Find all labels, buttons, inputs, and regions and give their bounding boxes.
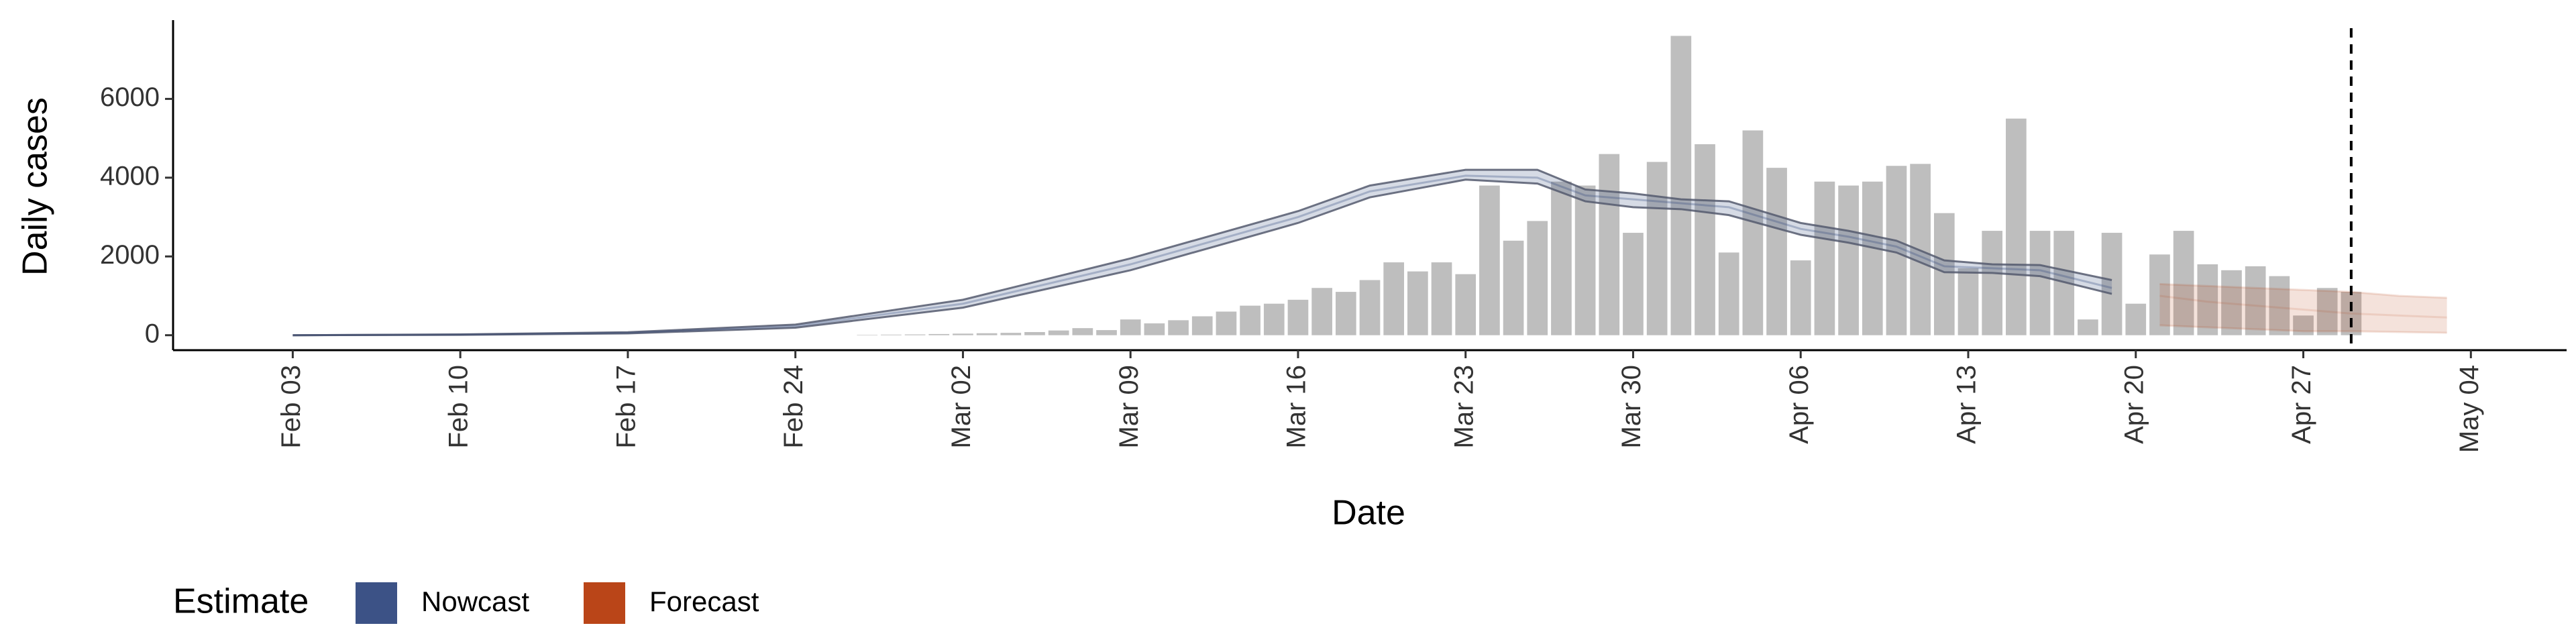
x-tick-label: May 04 <box>2455 365 2484 453</box>
bar <box>2125 303 2147 335</box>
x-tick-label: Apr 27 <box>2287 365 2316 444</box>
bar <box>2029 231 2051 335</box>
bar <box>2341 292 2362 335</box>
bar <box>1814 181 1835 335</box>
x-tick-label: Mar 30 <box>1617 365 1646 449</box>
band-edge <box>2159 324 2447 334</box>
legend-swatch <box>584 582 625 624</box>
x-tick-label: Feb 10 <box>444 365 474 449</box>
x-axis-title: Date <box>1332 494 1405 533</box>
bar <box>2269 276 2290 335</box>
band <box>2159 284 2447 333</box>
bar <box>976 333 998 335</box>
bar <box>1718 252 1739 335</box>
y-tick-label: 0 <box>145 319 160 348</box>
bar <box>1527 221 1548 335</box>
bar <box>2221 270 2242 335</box>
bar <box>1623 233 1644 335</box>
bar <box>1838 185 1859 335</box>
bar <box>1766 168 1787 335</box>
bar <box>1646 162 1668 335</box>
bar <box>2316 288 2338 335</box>
bar <box>1311 288 1332 335</box>
x-tick-label: Mar 02 <box>947 365 976 449</box>
y-tick-label: 2000 <box>100 240 160 270</box>
bar <box>1742 130 1764 335</box>
band-edge <box>292 168 2112 337</box>
bar <box>1957 268 1979 335</box>
bar <box>2078 319 2098 335</box>
bar <box>1144 323 1165 335</box>
bar <box>928 333 950 335</box>
bar <box>1383 262 1405 335</box>
x-tick-label: Apr 13 <box>1952 365 1982 444</box>
bar <box>1574 185 1596 335</box>
y-axis-title: Daily cases <box>16 97 55 276</box>
bar <box>1216 311 1237 335</box>
x-tick-label: Mar 09 <box>1114 365 1144 449</box>
bar <box>2006 118 2027 335</box>
bar <box>1670 36 1692 335</box>
bar <box>1120 319 1141 335</box>
bar <box>2173 231 2194 335</box>
bar <box>1024 331 1045 335</box>
bar <box>2293 315 2314 335</box>
bar <box>1287 299 1309 335</box>
bar <box>1263 303 1285 335</box>
bar <box>1407 271 1428 335</box>
bar <box>1862 181 1883 335</box>
bar <box>2149 254 2170 335</box>
bar <box>1048 330 1069 335</box>
x-tick-label: Apr 06 <box>1784 365 1814 444</box>
x-tick-label: Feb 24 <box>779 365 808 449</box>
bar <box>1240 305 1260 335</box>
bar <box>1168 320 1189 335</box>
bar <box>1479 185 1500 335</box>
legend-label: Forecast <box>649 586 759 617</box>
band-edge <box>292 178 2112 337</box>
bar <box>1096 330 1117 335</box>
bar <box>1695 144 1715 335</box>
x-tick-label: Feb 03 <box>276 365 306 449</box>
bar <box>1359 280 1381 335</box>
bar <box>2245 266 2266 335</box>
legend-swatch <box>356 582 397 624</box>
bar <box>1599 154 1620 335</box>
bar <box>1191 316 1213 335</box>
x-tick-label: Feb 17 <box>611 365 641 449</box>
bar <box>1072 328 1093 335</box>
bar <box>1933 213 1955 335</box>
y-tick-label: 4000 <box>100 161 160 191</box>
band-edge <box>2159 282 2447 299</box>
x-tick-label: Mar 23 <box>1449 365 1479 449</box>
legend-label: Nowcast <box>421 586 529 617</box>
y-tick-label: 6000 <box>100 83 160 112</box>
bar <box>1790 260 1811 335</box>
median-line <box>292 174 2112 337</box>
bar <box>1000 333 1022 335</box>
bar <box>953 333 973 335</box>
bar <box>1335 292 1356 335</box>
bar <box>1503 240 1524 335</box>
x-tick-label: Mar 16 <box>1282 365 1311 449</box>
bar <box>1455 274 1477 335</box>
legend-title: Estimate <box>173 582 309 621</box>
bar <box>1551 181 1572 335</box>
bar <box>1431 262 1452 335</box>
bar <box>2101 233 2123 335</box>
bar <box>1982 231 2003 335</box>
bar <box>2197 264 2218 335</box>
x-tick-label: Apr 20 <box>2119 365 2149 444</box>
median-line <box>2159 294 2447 319</box>
